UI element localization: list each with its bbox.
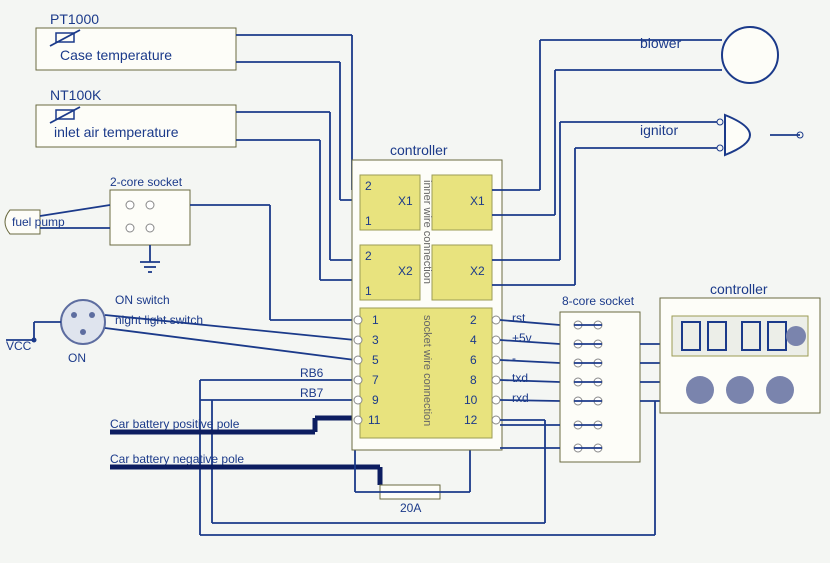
socket8-label: 8-core socket (562, 294, 635, 308)
svg-text:9: 9 (372, 393, 379, 407)
blower-label: blower (640, 35, 682, 51)
txd-label: txd (512, 371, 528, 385)
socket-conn-label: socket wire connection (421, 315, 433, 426)
svg-text:10: 10 (464, 393, 478, 407)
svg-text:X1: X1 (398, 194, 413, 208)
svg-text:2: 2 (365, 249, 372, 263)
on-label: ON (68, 351, 86, 365)
inlet-temp-label: inlet air temperature (54, 124, 179, 140)
controller-right: controller (660, 281, 820, 413)
svg-text:2: 2 (470, 313, 477, 327)
svg-text:8: 8 (470, 373, 477, 387)
svg-text:1: 1 (365, 284, 372, 298)
controller-label: controller (390, 142, 448, 158)
rb6-label: RB6 (300, 366, 324, 380)
rxd-label: rxd (512, 391, 529, 405)
svg-text:1: 1 (365, 214, 372, 228)
svg-text:6: 6 (470, 353, 477, 367)
pt1000-label: PT1000 (50, 11, 99, 27)
case-temp-label: Case temperature (60, 47, 172, 63)
inner-conn-label: inner wire connection (421, 180, 433, 284)
svg-text:2: 2 (365, 179, 372, 193)
schematic-canvas: PT1000 Case temperature NT100K inlet air… (0, 0, 830, 563)
fuel-pump-label: fuel pump (12, 215, 65, 229)
controller2-label: controller (710, 281, 768, 297)
two-core-socket: 2-core socket (110, 175, 190, 245)
rb7-label: RB7 (300, 386, 324, 400)
nt100k-label: NT100K (50, 87, 102, 103)
fuse-label: 20A (400, 501, 421, 515)
svg-text:3: 3 (372, 333, 379, 347)
p5v-label: +5v (512, 331, 532, 345)
svg-text:X2: X2 (398, 264, 413, 278)
batt-neg-label: Car battery negative pole (110, 452, 244, 466)
svg-text:7: 7 (372, 373, 379, 387)
svg-text:X2: X2 (470, 264, 485, 278)
svg-text:5: 5 (372, 353, 379, 367)
socket2-label: 2-core socket (110, 175, 183, 189)
svg-text:X1: X1 (470, 194, 485, 208)
ignitor-label: ignitor (640, 122, 678, 138)
svg-text:11: 11 (368, 413, 381, 427)
batt-pos-label: Car battery positive pole (110, 417, 240, 431)
minus-label: - (512, 351, 516, 365)
svg-text:12: 12 (464, 413, 478, 427)
on-switch-label: ON switch (115, 293, 170, 307)
svg-text:4: 4 (470, 333, 477, 347)
vcc-label: VCC (6, 339, 32, 353)
rst-label: rst (512, 311, 526, 325)
svg-text:1: 1 (372, 313, 379, 327)
